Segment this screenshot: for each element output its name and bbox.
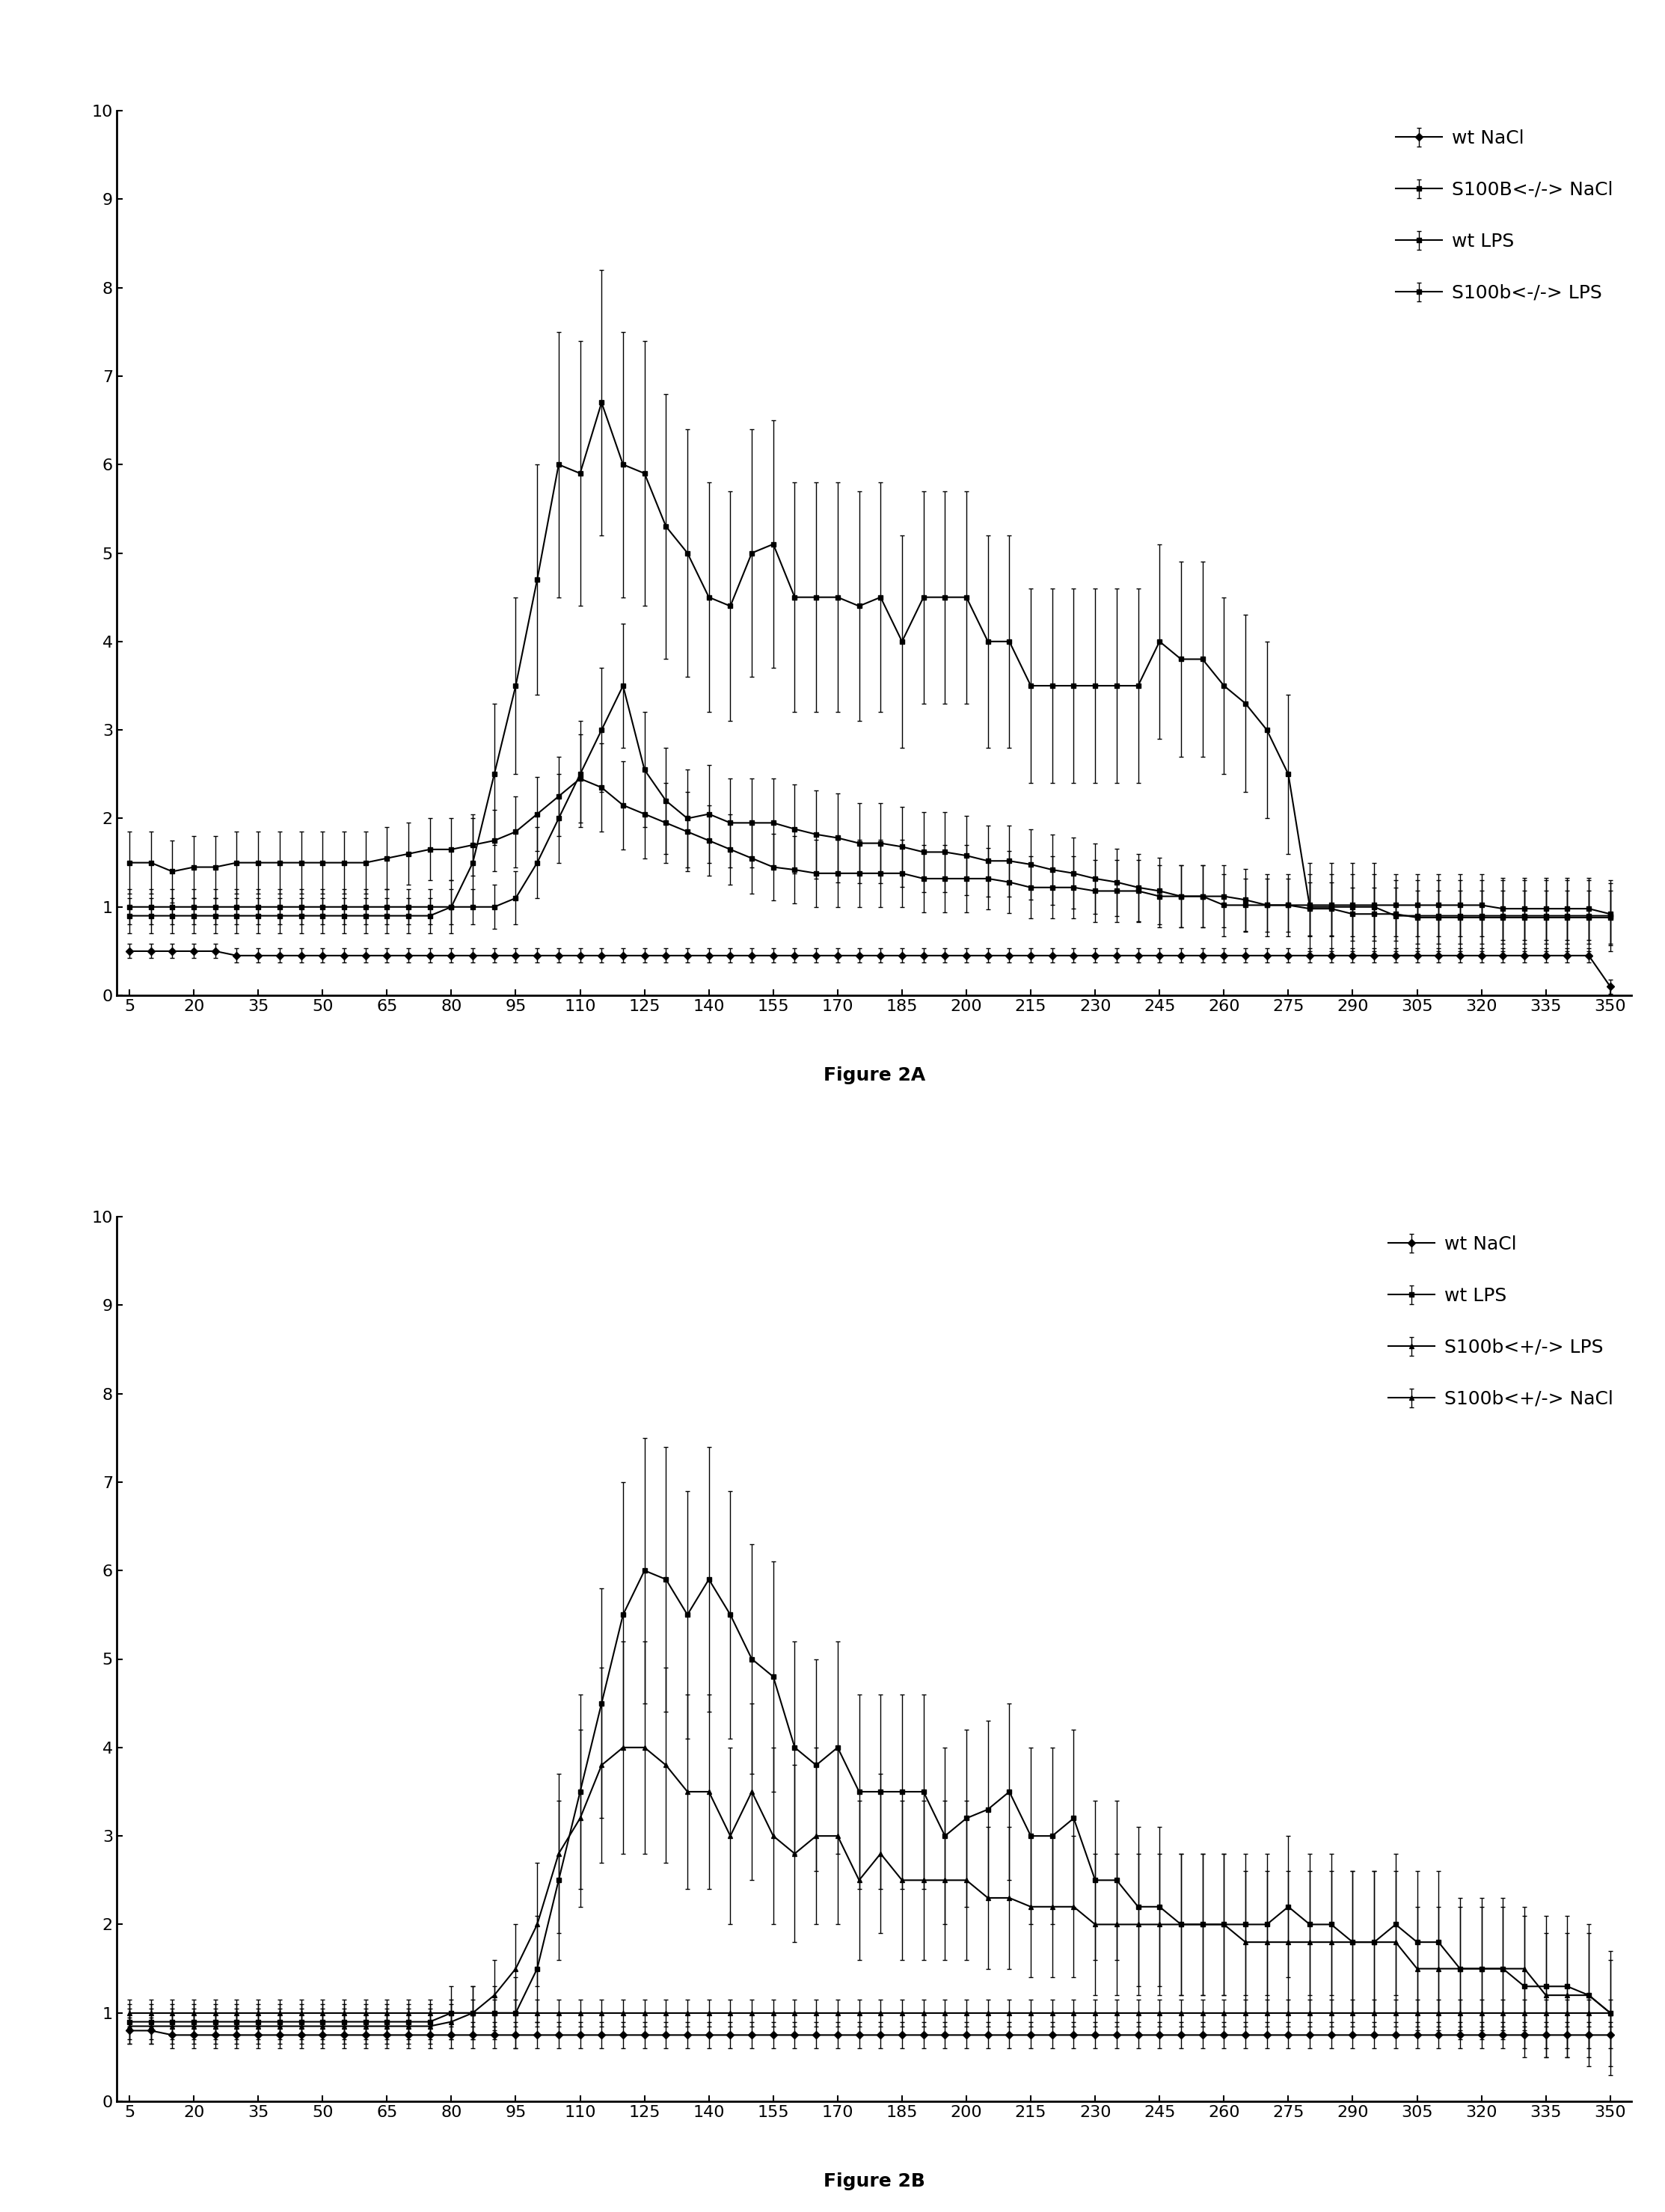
Title: Figure 2A: Figure 2A — [823, 1066, 926, 1084]
Title: Figure 2B: Figure 2B — [823, 2172, 926, 2190]
Legend: wt NaCl, S100B<-/-> NaCl, wt LPS, S100b<-/-> LPS: wt NaCl, S100B<-/-> NaCl, wt LPS, S100b<… — [1387, 119, 1622, 312]
Legend: wt NaCl, wt LPS, S100b<+/-> LPS, S100b<+/-> NaCl: wt NaCl, wt LPS, S100b<+/-> LPS, S100b<+… — [1379, 1225, 1622, 1418]
